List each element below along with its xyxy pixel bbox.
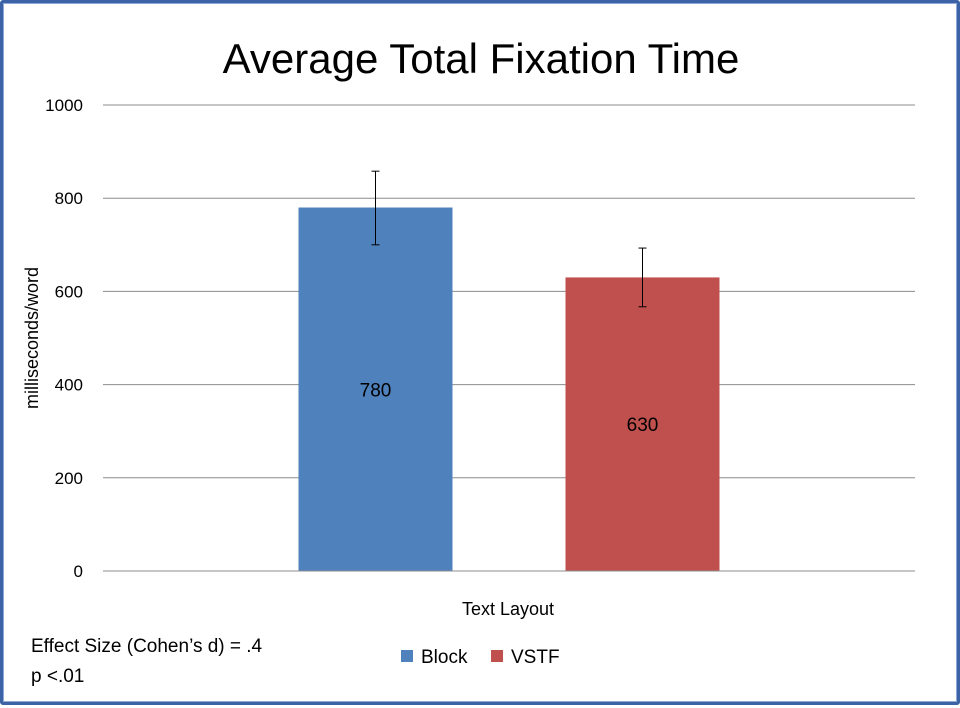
legend: Block VSTF <box>401 647 560 668</box>
data-label-vstf: 630 <box>627 415 659 436</box>
y-axis-label: milliseconds/word <box>22 267 42 409</box>
effect-size-note: Effect Size (Cohen’s d) = .4 <box>31 636 263 657</box>
p-value-note: p <.01 <box>31 666 85 687</box>
gridlines <box>103 104 915 479</box>
y-axis-ticks: 0 200 400 600 800 1000 <box>45 96 83 581</box>
legend-swatch-block <box>401 650 413 662</box>
y-tick-label: 0 <box>74 562 83 581</box>
chart-title: Average Total Fixation Time <box>223 35 740 82</box>
bar-chart: Average Total Fixation Time 0 200 400 600 80… <box>22 35 915 668</box>
bars: 780 630 <box>298 170 720 571</box>
legend-label-block: Block <box>421 647 468 668</box>
y-tick-label: 1000 <box>45 96 83 115</box>
bar-vstf <box>565 277 720 571</box>
legend-swatch-vstf <box>491 650 503 662</box>
y-tick-label: 800 <box>55 189 83 208</box>
bar-block <box>298 207 453 571</box>
data-label-block: 780 <box>360 380 392 401</box>
x-axis-label: Text Layout <box>462 599 554 619</box>
y-tick-label: 600 <box>55 282 83 301</box>
legend-label-vstf: VSTF <box>511 647 560 668</box>
y-tick-label: 200 <box>55 469 83 488</box>
y-tick-label: 400 <box>55 376 83 395</box>
